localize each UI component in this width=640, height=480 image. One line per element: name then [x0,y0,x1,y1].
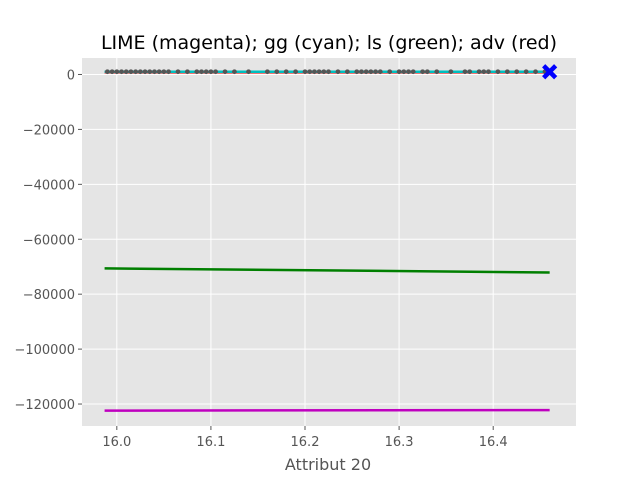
data-point [363,69,369,75]
data-point [396,69,402,75]
data-point [302,69,308,75]
highlight-x-marker [542,64,558,80]
data-point [448,69,454,75]
data-point [142,69,148,75]
data-point [514,69,520,75]
x-tick-label: 16.0 [102,435,131,450]
highlight-marker [542,64,558,80]
x-tick-label: 16.4 [479,435,508,450]
data-point [208,69,214,75]
data-point [533,69,538,75]
series-line-lime [104,408,550,412]
data-point [232,69,237,75]
data-point [424,69,430,75]
x-tick-label: 16.2 [291,435,320,450]
data-point [354,69,360,75]
data-point [246,69,251,75]
data-point [373,69,378,75]
data-point [213,69,219,75]
data-point [307,69,313,75]
data-point [410,69,416,75]
chart-title: LIME (magenta); gg (cyan); ls (green); a… [101,32,557,54]
data-point [184,69,190,75]
data-point [476,69,482,75]
x-tick-label: 16.1 [196,435,225,450]
data-point [199,69,204,75]
data-point [175,69,181,75]
data-point [495,69,501,75]
data-point [326,69,331,75]
data-point [462,69,468,75]
data-point [335,69,341,75]
data-point [293,69,298,75]
y-tick-label: −60000 [23,233,75,248]
data-point [504,69,510,75]
data-point [128,69,134,75]
data-point [222,69,228,75]
data-point [523,69,529,75]
data-point [420,69,426,75]
data-point [203,69,209,75]
y-tick-label: 0 [67,68,75,83]
data-point [486,69,491,75]
data-point [368,69,374,75]
y-tick-label: −80000 [23,288,75,303]
data-point [406,69,411,75]
x-axis-label: Attribut 20 [285,455,371,474]
data-point [147,69,153,75]
y-tick-label: −120000 [14,398,75,413]
data-point [312,69,317,75]
data-point [156,69,162,75]
y-tick-label: −20000 [23,123,75,138]
data-point [152,69,157,75]
data-point [359,69,364,75]
data-point [377,69,383,75]
y-tick-label: −40000 [23,178,75,193]
data-point [133,69,139,75]
data-point [274,69,280,75]
x-axis-ticks: 16.0 16.1 16.2 16.3 16.4 [102,426,508,450]
data-point [166,69,171,75]
data-point [105,69,110,75]
data-point [401,69,407,75]
data-point [264,69,270,75]
data-point [137,69,143,75]
data-point [467,69,473,75]
y-tick-label: −100000 [14,343,75,358]
plot-area [82,58,576,426]
data-point [481,69,487,75]
data-point [344,69,350,75]
y-axis-ticks: 0 −20000 −40000 −60000 −80000 −100000 −120000 [14,68,82,413]
x-tick-label: 16.3 [385,435,414,450]
data-point [123,69,129,75]
data-point [161,69,167,75]
data-point [194,69,200,75]
series-line-ls [104,267,550,274]
data-point [283,69,289,75]
data-point [387,69,393,75]
gridlines [82,58,576,426]
data-point [316,69,322,75]
data-point [109,69,115,75]
data-point [119,69,124,75]
data-point [114,69,120,75]
data-point [321,69,327,75]
data-point [434,69,440,75]
